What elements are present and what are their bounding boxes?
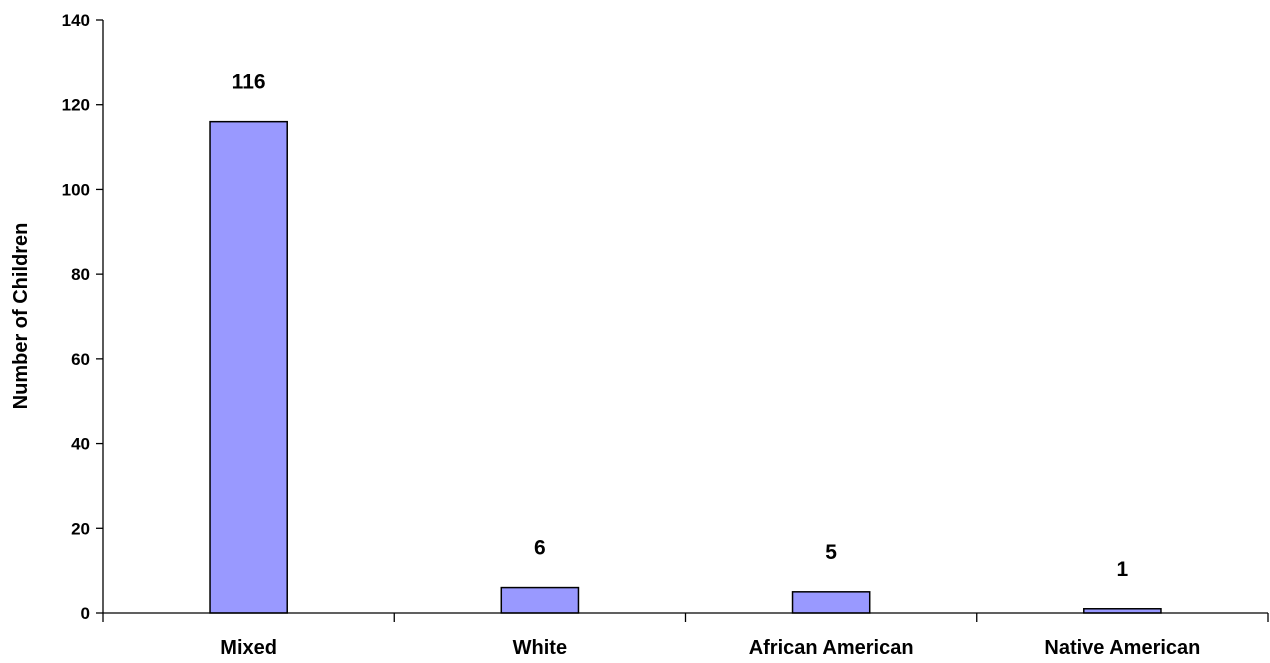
x-axis-ticks: Mixed White African American Native America… <box>102 613 1269 659</box>
data-label: 6 <box>534 537 546 560</box>
axes <box>102 20 1268 614</box>
y-tick-label: 120 <box>62 96 90 115</box>
y-tick-label: 60 <box>71 350 90 369</box>
x-tick-label: African American <box>749 637 914 659</box>
y-tick-label: 40 <box>71 435 90 454</box>
data-label: 5 <box>825 541 837 564</box>
data-labels: 116 6 5 1 <box>232 71 1129 581</box>
y-tick-label: 20 <box>71 519 90 538</box>
bars <box>209 120 1162 614</box>
bar <box>791 591 871 614</box>
y-tick-label: 0 <box>81 604 90 623</box>
y-tick-label: 140 <box>62 11 90 30</box>
y-axis-ticks: 0 20 40 60 80 100 120 140 <box>62 11 103 623</box>
x-tick-label: Native American <box>1044 637 1200 659</box>
bar <box>209 120 288 614</box>
y-tick-label: 100 <box>62 180 90 199</box>
x-tick-label: Mixed <box>220 637 277 659</box>
y-axis-title: Number of Children <box>10 223 32 410</box>
data-label: 1 <box>1117 558 1129 581</box>
y-tick-label: 80 <box>71 265 90 284</box>
x-tick-label: White <box>513 637 567 659</box>
data-label: 116 <box>232 71 266 94</box>
bar <box>500 586 580 614</box>
